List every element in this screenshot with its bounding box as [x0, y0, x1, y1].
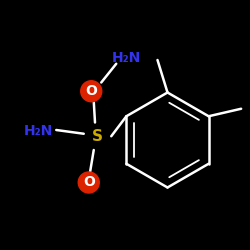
Text: H₂N: H₂N — [112, 50, 141, 64]
Text: O: O — [85, 84, 97, 98]
Text: H₂N: H₂N — [24, 124, 54, 138]
Circle shape — [78, 172, 99, 193]
Text: O: O — [83, 176, 95, 190]
Text: S: S — [92, 129, 103, 144]
Circle shape — [81, 81, 102, 102]
